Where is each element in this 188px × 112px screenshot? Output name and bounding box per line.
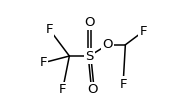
Text: F: F <box>59 83 66 96</box>
Text: O: O <box>84 16 95 29</box>
Text: S: S <box>85 50 94 62</box>
Text: F: F <box>119 78 127 90</box>
Text: F: F <box>45 23 53 36</box>
Text: O: O <box>88 83 98 96</box>
Text: O: O <box>102 38 113 51</box>
Text: F: F <box>40 56 47 69</box>
Text: F: F <box>139 25 147 38</box>
